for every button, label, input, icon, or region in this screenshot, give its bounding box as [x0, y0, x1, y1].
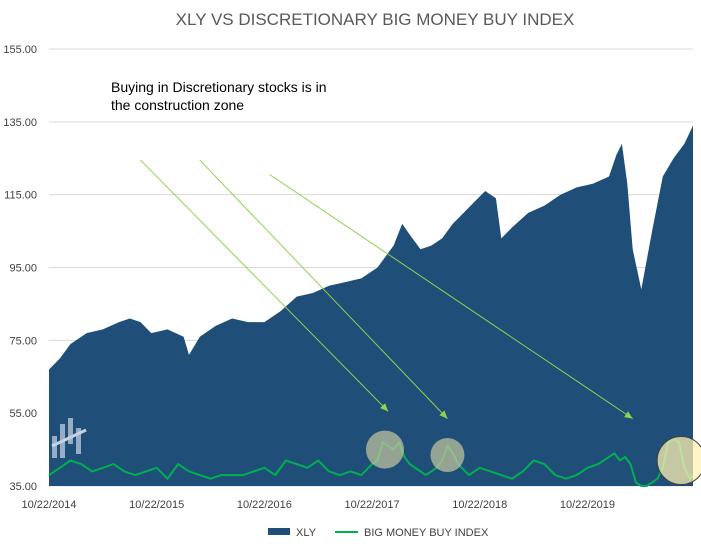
arrow-head — [439, 410, 448, 419]
xly-area-layer — [49, 125, 693, 486]
legend-xly-swatch — [268, 528, 290, 535]
arrow-line — [199, 159, 448, 419]
legend-bmbi-label: BIG MONEY BUY INDEX — [364, 527, 489, 539]
y-tick-label: 35.00 — [9, 481, 37, 493]
x-tick-label: 10/22/2014 — [21, 499, 76, 511]
x-axis-ticks: 10/22/2014 10/22/2015 10/22/2016 10/22/2017… — [21, 499, 615, 511]
chart-title: XLY VS DISCRETIONARY BIG MONEY BUY INDEX — [176, 10, 575, 29]
y-tick-label: 95.00 — [9, 263, 37, 275]
legend: XLY BIG MONEY BUY INDEX — [268, 527, 489, 539]
xly-area — [49, 125, 693, 486]
logo-watermark — [51, 418, 87, 458]
x-tick-label: 10/22/2019 — [560, 499, 615, 511]
legend-xly-label: XLY — [296, 527, 317, 539]
y-tick-label: 75.00 — [9, 335, 37, 347]
x-tick-label: 10/22/2017 — [345, 499, 400, 511]
highlight-circle — [430, 438, 465, 473]
bmbi-line-layer — [48, 437, 694, 487]
annotation-line-1: Buying in Discretionary stocks is in — [111, 79, 327, 95]
arrow-line — [140, 159, 389, 412]
x-tick-label: 10/22/2015 — [129, 499, 184, 511]
highlight-circle — [656, 436, 701, 486]
annotation-line-2: the construction zone — [111, 97, 244, 113]
y-axis-ticks: 155.00 135.00 115.00 95.00 75.00 55.00 35.00 — [3, 44, 37, 493]
highlight-layer — [366, 430, 701, 486]
y-tick-label: 115.00 — [4, 190, 37, 202]
arrow-layer — [140, 159, 633, 420]
arrow-line — [269, 174, 633, 420]
y-tick-label: 55.00 — [9, 408, 37, 420]
y-tick-label: 155.00 — [3, 44, 37, 56]
y-tick-label: 135.00 — [3, 117, 37, 129]
x-tick-label: 10/22/2018 — [452, 499, 507, 511]
bmbi-line — [48, 437, 694, 487]
arrow-head — [624, 411, 633, 419]
x-tick-label: 10/22/2016 — [237, 499, 292, 511]
highlight-circle — [366, 430, 404, 469]
arrow-head — [380, 403, 389, 412]
